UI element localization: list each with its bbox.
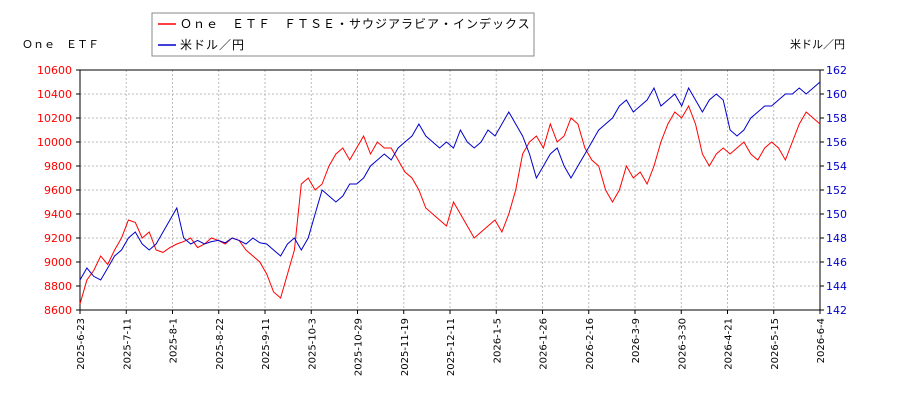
x-tick-label: 2025-8-1 [169,318,180,363]
right-tick-label: 158 [826,112,847,125]
x-tick-label: 2025-10-3 [307,318,318,370]
x-tick-label: 2026-1-5 [492,318,503,363]
right-tick-label: 160 [826,88,847,101]
x-tick-label: 2025-12-11 [446,318,457,376]
right-tick-label: 148 [826,232,847,245]
left-axis-label: Ｏｎｅ ＥＴＦ [22,38,99,51]
left-tick-label: 9600 [44,184,72,197]
right-tick-label: 150 [826,208,847,221]
x-tick-label: 2026-4-21 [724,318,735,370]
left-tick-label: 8800 [44,280,72,293]
left-tick-label: 10400 [37,88,72,101]
left-tick-label: 10200 [37,112,72,125]
grid-lines [80,70,820,310]
right-tick-label: 142 [826,304,847,317]
left-tick-label: 9200 [44,232,72,245]
series-line-0 [79,104,821,305]
x-tick-label: 2025-9-11 [261,318,272,370]
right-tick-label: 156 [826,136,847,149]
left-tick-label: 10600 [37,64,72,77]
x-tick-label: 2025-11-19 [400,318,411,376]
axis-ticks: 8600 8800 9000 9200 9400 9600 9800 10000 10200 10… [37,64,847,376]
x-tick-label: 2026-3-30 [677,318,688,370]
right-tick-label: 144 [826,280,847,293]
series-layer [79,81,821,305]
left-tick-label: 9800 [44,160,72,173]
x-tick-label: 2026-1-26 [539,318,550,370]
left-tick-label: 10000 [37,136,72,149]
right-tick-label: 146 [826,256,847,269]
legend-label-one-etf: Ｏｎｅ ＥＴＦ ＦＴＳＥ・サウジアラビア・インデックス [180,16,531,31]
left-tick-label: 9400 [44,208,72,221]
x-tick-label: 2025-7-11 [122,318,133,370]
left-tick-label: 8600 [44,304,72,317]
x-tick-label: 2026-5-15 [770,318,781,370]
right-tick-label: 162 [826,64,847,77]
series-line-1 [79,81,821,281]
legend-label-usdjpy: 米ドル／円 [180,38,245,52]
x-tick-label: 2025-10-29 [354,318,365,376]
right-axis-label: 米ドル／円 [790,38,845,51]
right-tick-label: 152 [826,184,847,197]
x-tick-label: 2026-3-9 [631,318,642,363]
legend: Ｏｎｅ ＥＴＦ ＦＴＳＥ・サウジアラビア・インデックス 米ドル／円 [151,12,535,57]
right-tick-label: 154 [826,160,847,173]
x-tick-label: 2026-2-16 [585,318,596,370]
legend-box [151,12,535,57]
left-tick-label: 9000 [44,256,72,269]
x-tick-label: 2025-8-22 [215,318,226,370]
x-tick-label: 2026-6-4 [816,318,827,363]
x-tick-label: 2025-6-23 [76,318,87,370]
